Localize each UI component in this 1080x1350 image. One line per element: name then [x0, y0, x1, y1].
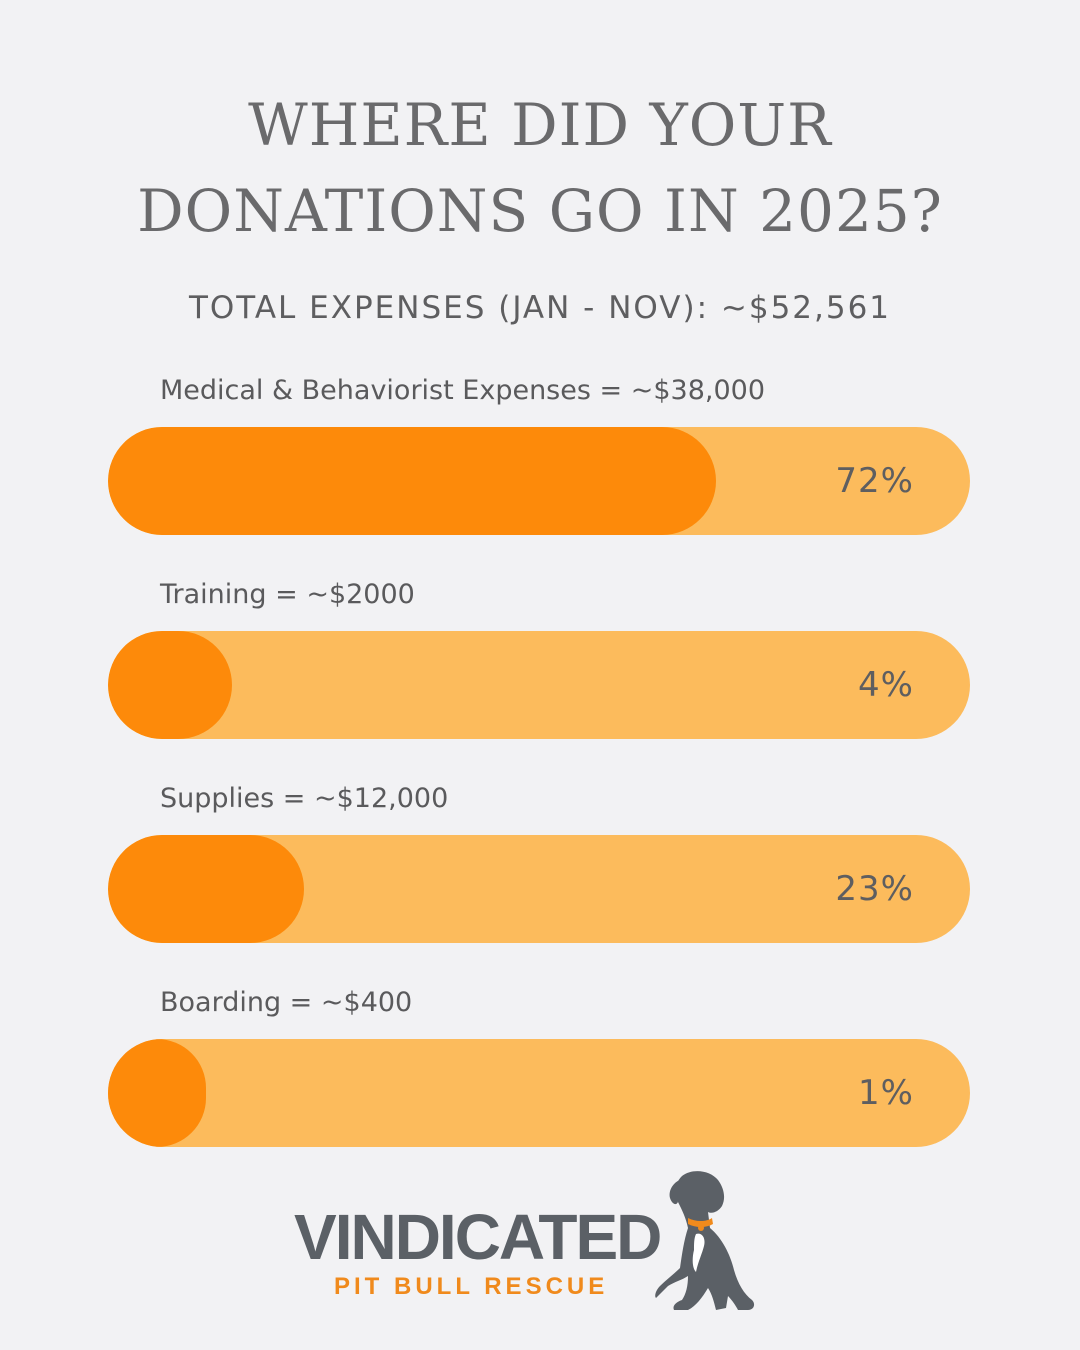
- title-line-2: DONATIONS GO IN 2025?: [137, 177, 943, 245]
- bar-track: 1%: [108, 1039, 970, 1147]
- bar-track: 72%: [108, 427, 970, 535]
- bar: [108, 631, 232, 739]
- category-label: Supplies = ~$12,000: [160, 783, 449, 814]
- category-label: Medical & Behaviorist Expenses = ~$38,00…: [160, 375, 765, 406]
- category-label: Training = ~$2000: [160, 579, 415, 610]
- bar: [108, 835, 304, 943]
- bar: [108, 427, 716, 535]
- bar: [108, 1039, 206, 1147]
- total-expenses-subtitle: TOTAL EXPENSES (JAN - NOV): ~$52,561: [188, 290, 892, 326]
- logo-tagline: PIT BULL RESCUE: [334, 1273, 609, 1300]
- category-label: Boarding = ~$400: [160, 987, 413, 1018]
- data-label: 23%: [835, 869, 914, 909]
- logo-wordmark: VINDICATED: [294, 1201, 662, 1273]
- data-label: 1%: [858, 1073, 914, 1113]
- vindicated-logo: VINDICATED PIT BULL RESCUE: [292, 1168, 772, 1318]
- bar-track: 4%: [108, 631, 970, 739]
- title-line-1: WHERE DID YOUR: [248, 91, 832, 159]
- dog-icon: [655, 1171, 755, 1310]
- data-label: 4%: [858, 665, 914, 705]
- page-title: WHERE DID YOUR DONATIONS GO IN 2025?: [0, 82, 1080, 254]
- data-label: 72%: [835, 461, 914, 501]
- bar-track: 23%: [108, 835, 970, 943]
